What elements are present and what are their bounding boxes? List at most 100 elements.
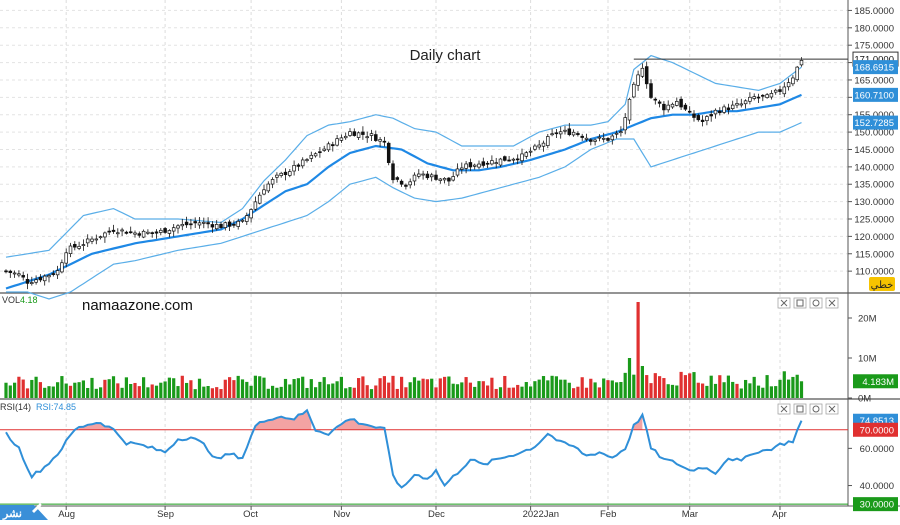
volume-bar	[670, 384, 675, 398]
volume-label: VOL	[2, 295, 20, 305]
candle	[283, 168, 288, 181]
panel-move-icon[interactable]	[777, 403, 791, 415]
candle	[408, 178, 412, 189]
candle	[472, 163, 477, 170]
candle-body	[490, 160, 494, 165]
volume-bar	[253, 375, 257, 398]
candle-body	[21, 275, 25, 278]
volume-bar	[77, 382, 81, 398]
candle-body	[589, 139, 593, 142]
candle	[601, 132, 606, 143]
candle	[98, 235, 103, 240]
candle-body	[103, 232, 107, 238]
volume-bar	[301, 376, 305, 398]
candle	[339, 134, 344, 143]
candle-body	[107, 230, 111, 233]
candle-body	[515, 158, 520, 161]
candle-body	[455, 168, 460, 176]
volume-bar	[378, 378, 382, 398]
candle	[313, 152, 318, 158]
x-tick-label: Sep	[157, 509, 174, 520]
candle-body	[240, 219, 245, 222]
price-tick-label: 165.0000	[854, 75, 894, 86]
volume-bar	[765, 375, 769, 398]
volume-bar	[580, 377, 584, 398]
panel-close-icon[interactable]	[825, 403, 839, 415]
candle-body	[670, 103, 675, 108]
candle	[666, 100, 670, 113]
panel-settings-icon[interactable]	[809, 297, 823, 309]
price-tick-label: 150.0000	[854, 128, 894, 139]
volume-panel: VOL 4.18 namaazone.com 20M 10M 0M 4.183M	[2, 295, 898, 405]
candle	[331, 141, 335, 152]
candle	[305, 157, 309, 163]
candle-body	[743, 100, 748, 105]
candle	[365, 131, 369, 143]
candle	[202, 217, 206, 229]
rsi-tick-label: 40.0000	[860, 481, 894, 492]
candle	[451, 171, 455, 182]
candle	[124, 230, 129, 235]
candle	[60, 259, 64, 274]
volume-bar	[111, 376, 116, 398]
volume-bar	[193, 389, 197, 398]
volume-bar	[314, 387, 318, 398]
volume-bar	[735, 383, 739, 398]
x-tick-label: Apr	[772, 509, 787, 520]
volume-bar	[395, 388, 399, 398]
price-axis: 110.0000 115.0000 120.0000 125.0000 130.0000…	[848, 6, 894, 278]
volume-bar	[718, 375, 722, 398]
candle	[189, 218, 193, 230]
panel-restore-icon[interactable]	[793, 403, 807, 415]
candle-body	[451, 176, 455, 181]
tool-glyph	[780, 405, 788, 413]
candle	[120, 227, 124, 237]
candle-body	[442, 178, 447, 181]
panel-close-icon[interactable]	[825, 297, 839, 309]
chart-style-button[interactable]: خطي	[869, 277, 895, 291]
rsi-badge-label: 74.8513	[860, 416, 894, 427]
candle	[107, 227, 111, 235]
price-badge-label: 152.7285	[854, 118, 894, 129]
candle	[748, 92, 752, 105]
x-tick-label: Dec	[428, 509, 445, 520]
candles	[4, 57, 804, 290]
candle-body	[597, 136, 602, 139]
price-tick-label: 130.0000	[854, 197, 894, 208]
candle-body	[412, 174, 417, 182]
share-button[interactable]: نشر	[0, 503, 48, 520]
price-tick-label: 145.0000	[854, 145, 894, 156]
volume-bar	[365, 385, 369, 398]
candle-body	[206, 222, 210, 225]
candle	[227, 219, 232, 231]
volume-bar	[331, 383, 335, 398]
volume-bar	[511, 387, 515, 398]
panel-settings-icon[interactable]	[809, 403, 823, 415]
candle	[236, 218, 240, 230]
candle-body	[219, 223, 223, 228]
volume-bar	[761, 387, 765, 398]
candle-body	[640, 67, 645, 77]
candle-body	[675, 101, 679, 106]
candle-body	[374, 134, 378, 141]
volume-bar	[507, 387, 511, 398]
candle-body	[163, 228, 167, 233]
candle-body	[782, 86, 787, 95]
candle-body	[124, 231, 129, 234]
candle-body	[399, 180, 404, 185]
candle	[279, 171, 283, 178]
volume-bar	[705, 385, 709, 398]
panel-move-icon[interactable]	[777, 297, 791, 309]
candle-body	[511, 158, 516, 161]
chart-style-label: خطي	[871, 280, 894, 291]
candle	[150, 231, 154, 238]
candle-body	[150, 232, 154, 234]
candle	[778, 85, 782, 95]
candle-body	[266, 183, 271, 192]
panel-restore-icon[interactable]	[793, 297, 807, 309]
candle-body	[739, 103, 744, 106]
panel-tool-box	[809, 403, 823, 415]
volume-bar	[559, 379, 563, 398]
watermark: namaazone.com	[82, 297, 193, 314]
candle-body	[197, 222, 202, 226]
